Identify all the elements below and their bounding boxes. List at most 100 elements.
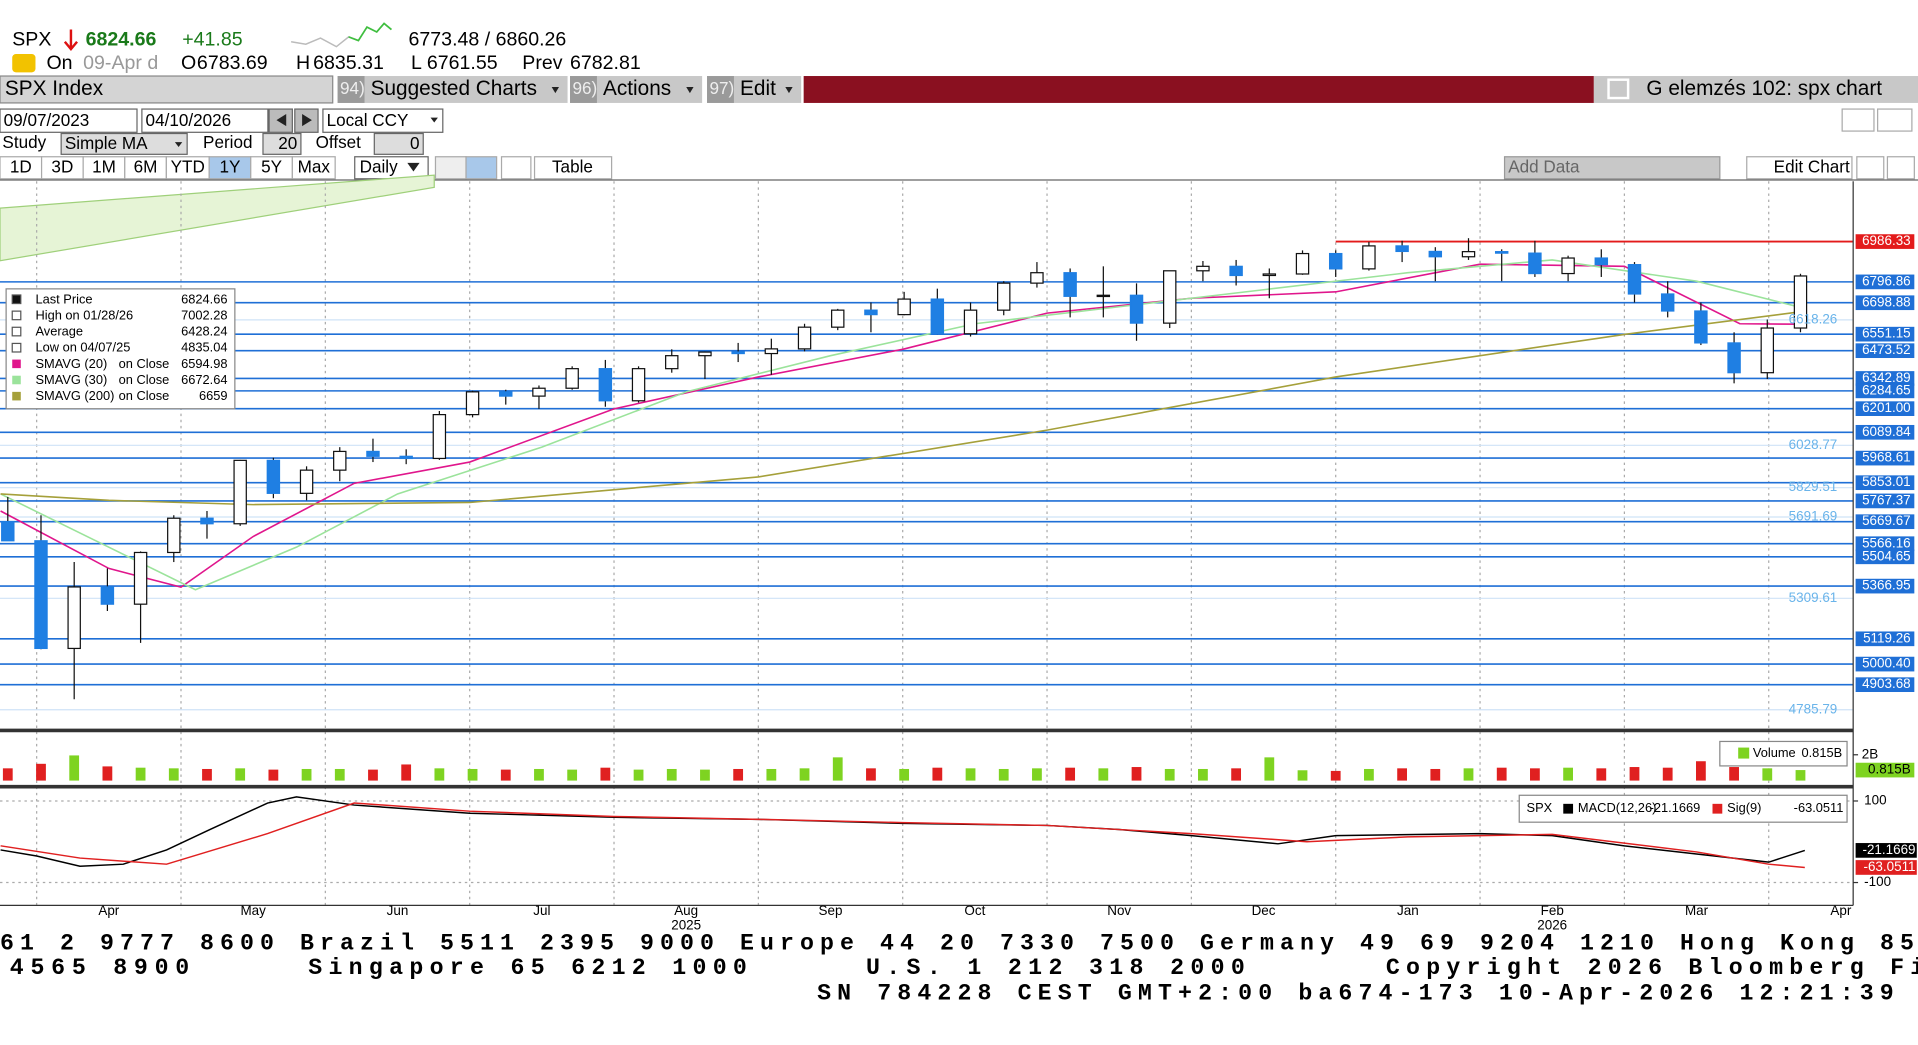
- macd-legend-name: MACD(12,26): [1578, 800, 1656, 815]
- candle-body: [831, 309, 845, 328]
- period-label: 6M: [134, 157, 158, 176]
- period-label: 1Y: [219, 157, 241, 176]
- menu-arrow: [785, 87, 793, 94]
- trend-channel: [0, 174, 435, 262]
- candle-body: [499, 391, 513, 397]
- footer-text: U.S. 1 212 318 2000: [866, 955, 1245, 981]
- add-data-field[interactable]: [1503, 156, 1721, 180]
- edit-chart-button[interactable]: [1746, 156, 1853, 180]
- candle-body: [532, 387, 546, 397]
- export-icon[interactable]: [1607, 78, 1630, 100]
- redo-button[interactable]: [1877, 108, 1913, 132]
- volume-bar: [1729, 767, 1739, 781]
- legend-label: SMAVG (200): [35, 388, 114, 403]
- table-button[interactable]: [533, 156, 613, 180]
- volume-bar: [1629, 767, 1640, 781]
- sparkline-up: [348, 22, 392, 42]
- level-label: 5853.01: [1862, 474, 1911, 489]
- volume-bar: [733, 768, 744, 781]
- settings-button[interactable]: [1856, 156, 1885, 180]
- high-label: H: [296, 52, 310, 74]
- candle-body: [133, 551, 148, 605]
- date-from-text: 09/07/2023: [4, 111, 90, 130]
- volume-bar: [534, 768, 544, 781]
- volume-bar: [1231, 768, 1242, 781]
- menu-arrow: [551, 87, 560, 94]
- candle-tool[interactable]: [465, 156, 498, 180]
- level-label: 6342.89: [1862, 370, 1911, 385]
- volume-bar: [1297, 770, 1308, 781]
- open: 6783.69: [197, 52, 268, 74]
- candle-body: [897, 298, 911, 316]
- security-field[interactable]: [0, 75, 334, 104]
- volume-bar: [1496, 767, 1507, 781]
- volume-bar: [700, 769, 710, 781]
- line-tool[interactable]: [434, 156, 467, 180]
- level-box: [1855, 274, 1915, 290]
- level-label: 5366.95: [1862, 578, 1911, 593]
- legend-label: SMAVG (20): [35, 356, 107, 371]
- candle-body: [366, 450, 380, 457]
- volume-bar: [1430, 768, 1441, 781]
- legend-basis: on Close: [119, 372, 170, 387]
- legend-key: [11, 294, 22, 305]
- x-tick-label: Jun: [387, 903, 409, 918]
- open-label: O: [181, 52, 196, 74]
- candle-body: [1594, 257, 1609, 266]
- moving-average: [0, 259, 1806, 591]
- period: 20: [278, 134, 297, 153]
- volume-bar: [1695, 761, 1706, 781]
- candle-body: [631, 368, 646, 402]
- volume-bar: [168, 768, 179, 781]
- toolbar: SPX Index G elemzés 102: spx chart 09/07…: [0, 75, 1918, 180]
- legend-label: Last Price: [35, 291, 92, 306]
- currency-field[interactable]: [322, 108, 444, 133]
- date-from[interactable]: [0, 108, 138, 133]
- offset-field[interactable]: [373, 132, 424, 155]
- menu-label: Actions: [603, 77, 671, 100]
- prev-label: Prev: [522, 52, 562, 74]
- moving-average: [0, 263, 1805, 589]
- volume-bar: [832, 757, 843, 781]
- x-tick-label: Apr: [1830, 903, 1851, 918]
- legend-value: 6672.64: [181, 372, 227, 387]
- candle-body: [1030, 272, 1044, 284]
- legend-key: [11, 326, 22, 337]
- volume-bar: [1463, 768, 1474, 781]
- macd-box: [1855, 843, 1917, 858]
- period-field[interactable]: [262, 132, 302, 155]
- dropdown-arrow: [430, 117, 438, 123]
- legend-value: 4835.04: [181, 340, 227, 355]
- study-field[interactable]: [60, 132, 188, 155]
- candle-body: [1461, 251, 1476, 258]
- legend-label: Average: [35, 324, 83, 339]
- macd-box-label: -21.1669: [1862, 842, 1915, 857]
- type-dropdown[interactable]: [500, 156, 532, 180]
- period-button[interactable]: [291, 156, 336, 180]
- macd-legend-ticker: SPX: [1527, 800, 1553, 815]
- candle-body: [764, 348, 779, 355]
- x-tick-label: Oct: [964, 903, 985, 918]
- menu-button[interactable]: [337, 76, 568, 103]
- candle-body: [1262, 273, 1277, 277]
- period-buttons: 1D 3D 1M 6M YTD 1Y 5Y Max: [0, 156, 336, 180]
- candle-body: [1793, 275, 1808, 329]
- level-box: [1855, 493, 1915, 509]
- candle-body: [465, 391, 480, 416]
- volume-bar: [1397, 768, 1408, 781]
- volume-bar: [1596, 768, 1607, 781]
- level-label: 5119.26: [1863, 630, 1911, 645]
- volume-bar: [268, 769, 279, 781]
- candle-body: [1295, 252, 1310, 275]
- gear-button[interactable]: [1886, 156, 1915, 180]
- level-label: 5767.37: [1862, 492, 1911, 507]
- candle-body: [1, 521, 15, 542]
- date-to[interactable]: [141, 108, 269, 133]
- prev: 6782.81: [570, 52, 641, 74]
- undo-button[interactable]: [1841, 108, 1875, 132]
- menu-number: 97): [709, 79, 734, 98]
- year-label: 2025: [671, 918, 701, 933]
- level-label: 4903.68: [1862, 676, 1911, 691]
- candle-body: [432, 414, 447, 460]
- volume-bar: [1364, 768, 1374, 781]
